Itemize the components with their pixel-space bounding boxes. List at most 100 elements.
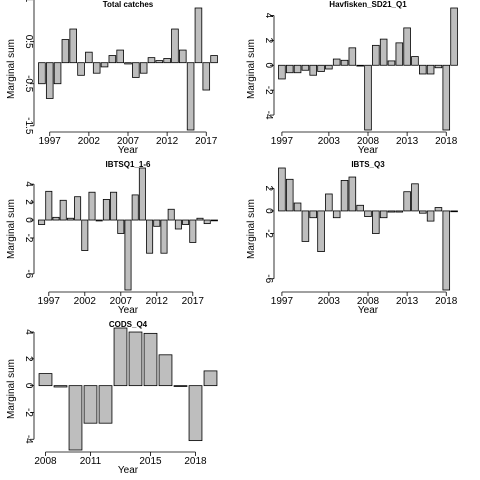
y-axis-label: Marginal sum xyxy=(246,39,257,99)
bar-2017 xyxy=(189,219,197,243)
bar-2008 xyxy=(38,373,53,387)
bar-1998 xyxy=(53,62,62,85)
bar-1996 xyxy=(38,62,46,85)
y-tick-label: 2 xyxy=(23,199,34,205)
chart-panel-3: 1997 2003 2008 2013 2018 2 0 -2 -6 IBTS_Q3 Year Mar… xyxy=(246,160,458,316)
y-tick-label: -2 xyxy=(23,408,34,417)
bar-2005 xyxy=(340,59,349,66)
x-tick-label: 2018 xyxy=(435,296,458,307)
bar-2012 xyxy=(163,58,171,64)
bar-1996 xyxy=(38,219,46,225)
bar-2003 xyxy=(325,193,333,212)
x-axis-label: Year xyxy=(118,145,139,156)
x-tick-label: 2008 xyxy=(357,296,380,307)
bar-2001 xyxy=(309,64,317,76)
y-axis-label: Marginal sum xyxy=(6,359,17,419)
bar-2006 xyxy=(110,191,118,221)
bar-1999 xyxy=(293,202,302,212)
chart-title: CODS_Q4 xyxy=(109,320,148,329)
y-tick-label: 2 xyxy=(263,186,274,192)
bar-2015 xyxy=(186,62,195,131)
bar-2011 xyxy=(83,385,98,424)
bar-2004 xyxy=(332,58,341,66)
chart-title: Total catches xyxy=(103,0,154,9)
bar-2000 xyxy=(301,64,310,71)
bar-2007 xyxy=(124,62,132,65)
bar-2012 xyxy=(395,210,404,213)
bar-2018 xyxy=(196,217,204,221)
y-tick-label: 0.5 xyxy=(23,35,34,49)
x-tick-label: 2002 xyxy=(74,296,97,307)
y-tick-label: -6 xyxy=(263,274,274,283)
y-axis-label: Marginal sum xyxy=(246,199,257,259)
bar-2004 xyxy=(332,210,341,219)
bar-2011 xyxy=(387,60,396,66)
bar-2014 xyxy=(179,49,187,64)
x-axis-label: Year xyxy=(358,145,379,156)
bar-2008 xyxy=(364,64,372,131)
chart-panel-4: 2008 2011 2015 2018 4 2 0 -2 -4 CODS_Q4 Year Margin… xyxy=(6,320,218,476)
x-tick-label: 2017 xyxy=(195,136,218,147)
bar-2011 xyxy=(155,60,164,64)
bar-2017 xyxy=(434,64,443,69)
bar-2008 xyxy=(364,210,372,217)
bar-2005 xyxy=(102,198,110,221)
bar-2013 xyxy=(171,28,179,64)
bar-1998 xyxy=(285,178,294,212)
bar-2013 xyxy=(403,191,411,212)
bar-2009 xyxy=(131,194,139,221)
bar-2017 xyxy=(202,62,211,91)
bar-2002 xyxy=(317,64,325,72)
y-tick-label: -0.5 xyxy=(23,75,34,93)
bar-2005 xyxy=(340,180,349,212)
bar-2010 xyxy=(138,167,146,221)
bar-2019 xyxy=(203,219,211,225)
bar-1999 xyxy=(61,39,70,64)
bar-2007 xyxy=(117,219,125,234)
x-tick-label: 2015 xyxy=(139,456,162,467)
bar-1998 xyxy=(285,64,294,74)
x-tick-label: 2003 xyxy=(318,136,341,147)
bar-2013 xyxy=(160,219,168,254)
bar-2010 xyxy=(379,210,388,219)
bar-1999 xyxy=(59,199,67,221)
x-tick-label: 1997 xyxy=(38,296,61,307)
bar-2010 xyxy=(147,57,156,64)
bar-2015 xyxy=(174,219,182,230)
y-tick-label: 4 xyxy=(23,181,34,187)
x-tick-label: 2013 xyxy=(396,296,419,307)
bar-2014 xyxy=(167,208,175,221)
bar-2018 xyxy=(210,55,218,64)
x-axis-label: Year xyxy=(118,465,139,476)
bar-2017 xyxy=(173,385,188,387)
y-tick-label: 4 xyxy=(23,329,34,335)
x-tick-label: 2008 xyxy=(357,136,380,147)
x-tick-label: 2007 xyxy=(110,296,133,307)
bar-2010 xyxy=(68,385,83,451)
bar-1997 xyxy=(45,62,54,99)
bar-2003 xyxy=(325,64,333,70)
y-tick-label: 0 xyxy=(263,62,274,68)
bar-2004 xyxy=(100,62,109,68)
x-axis-label: Year xyxy=(118,305,139,316)
bar-2015 xyxy=(419,210,427,214)
y-tick-label: 2 xyxy=(23,356,34,362)
x-tick-label: 2013 xyxy=(396,136,419,147)
bar-2008 xyxy=(132,62,140,78)
chart-panel-2: 1997 2002 2007 2012 2017 4 2 0 -2 -6 IBTSQ1_1-6 Yea… xyxy=(6,160,218,316)
y-tick-label: 2 xyxy=(263,38,274,44)
y-tick-label: -1.5 xyxy=(23,117,34,135)
x-tick-label: 2018 xyxy=(184,456,207,467)
bar-2015 xyxy=(419,64,427,75)
y-tick-label: 0 xyxy=(263,208,274,214)
bar-2003 xyxy=(88,191,96,221)
y-tick-label: -4 xyxy=(263,111,274,120)
x-tick-label: 2012 xyxy=(156,136,179,147)
chart-title: IBTS_Q3 xyxy=(351,160,385,169)
bar-1997 xyxy=(278,167,286,212)
bar-2002 xyxy=(81,219,89,251)
bar-2005 xyxy=(108,55,117,64)
x-axis-label: Year xyxy=(358,305,379,316)
bar-2014 xyxy=(411,56,419,66)
bar-2007 xyxy=(356,64,364,67)
